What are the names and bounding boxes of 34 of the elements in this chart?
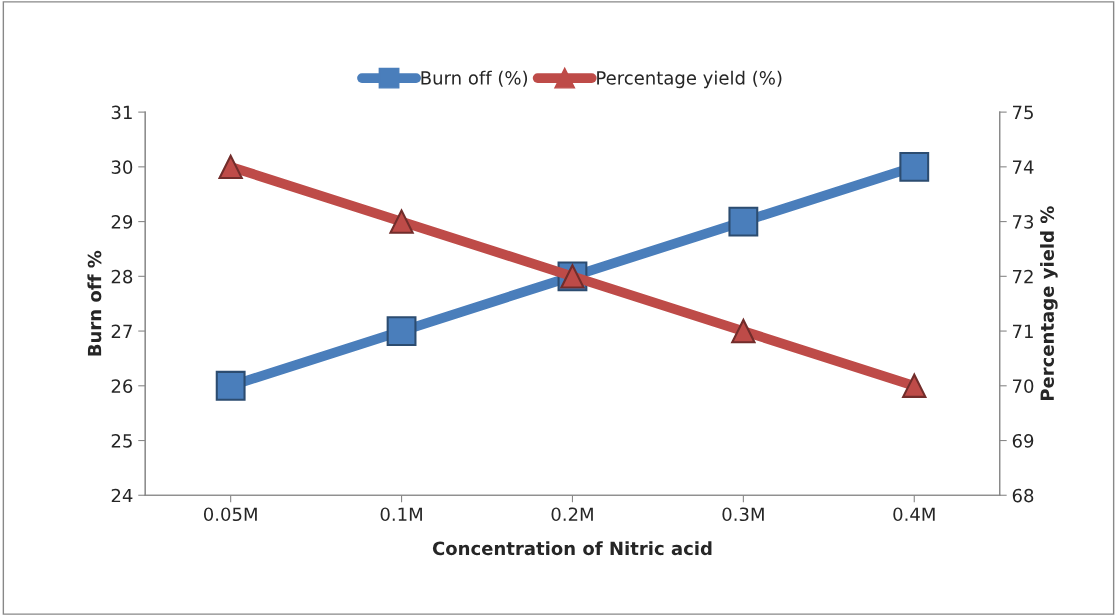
y2-axis-title: Percentage yield % xyxy=(1040,206,1058,401)
point xyxy=(389,209,414,234)
point xyxy=(386,316,417,346)
y2-tick-label: 74 xyxy=(1013,160,1034,174)
point xyxy=(899,151,930,182)
x-tick-label: 0.05M xyxy=(203,507,257,522)
legend-label: Percentage yield (%) xyxy=(597,70,782,89)
y-tick-label: 27 xyxy=(111,324,132,338)
y-tick-label: 31 xyxy=(111,105,132,120)
y2-tick-label: 73 xyxy=(1013,215,1034,229)
y2-tick-label: 68 xyxy=(1012,488,1034,503)
x-tick-label: 0.1M xyxy=(380,507,422,522)
y-axis-title: Burn off % xyxy=(87,250,102,356)
point xyxy=(215,370,246,401)
y2-tick-label: 69 xyxy=(1012,433,1034,448)
point xyxy=(728,206,759,237)
y-tick-label: 25 xyxy=(111,433,132,448)
x-tick-label: 0.4M xyxy=(893,507,935,522)
x-axis-title: Concentration of Nitric acid xyxy=(432,541,712,556)
y2-tick-label: 71 xyxy=(1013,324,1033,338)
point xyxy=(731,318,756,344)
y-tick-label: 24 xyxy=(111,488,133,503)
point xyxy=(218,154,243,179)
x-tick-label: 0.3M xyxy=(722,507,764,522)
y-tick-label: 26 xyxy=(111,379,133,393)
y2-tick-label: 70 xyxy=(1013,379,1034,393)
y2-tick-label: 72 xyxy=(1013,269,1033,284)
x-tick-label: 0.2M xyxy=(551,507,593,522)
y2-tick-label: 75 xyxy=(1013,105,1033,120)
y-tick-label: 30 xyxy=(111,160,133,174)
y-tick-label: 29 xyxy=(111,215,133,229)
point xyxy=(902,373,927,398)
legend-label: Burn off (%) xyxy=(421,70,528,87)
y-tick-label: 28 xyxy=(111,269,133,284)
